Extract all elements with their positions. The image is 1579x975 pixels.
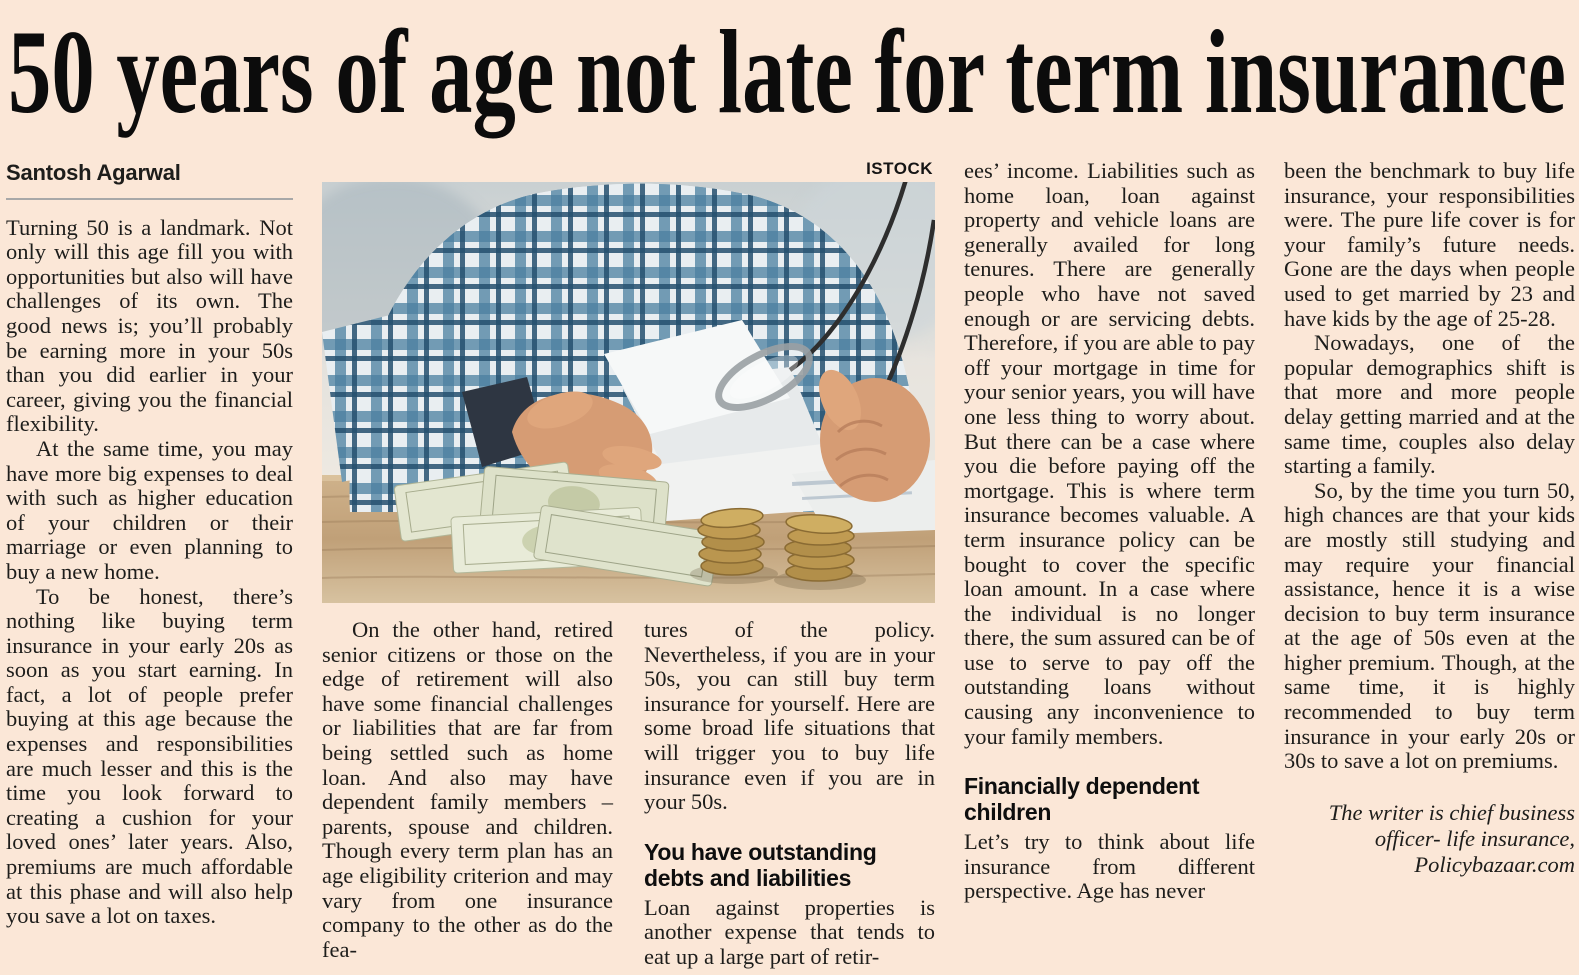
paragraph: So, by the time you turn 50, high chance… (1284, 477, 1575, 774)
text-column-5: been the benchmark to buy life insurance… (1284, 158, 1575, 970)
paragraph: On the other hand, retired senior citize… (322, 617, 613, 962)
mid-columns: On the other hand, retired senior citize… (322, 617, 935, 970)
right-hand (819, 369, 930, 502)
writer-credit: The writer is chief business officer- li… (1328, 799, 1575, 877)
paragraph: Loan against properties is another expen… (644, 894, 935, 969)
paragraph: At the same time, you may have more big … (6, 435, 293, 584)
photo-credit: ISTOCK (866, 159, 933, 178)
photo-and-columns: ISTOCK (322, 159, 935, 970)
text-column-1: Santosh Agarwal Turning 50 is a landmark… (6, 159, 293, 970)
paragraph: tures of the policy. Nevertheless, if yo… (644, 617, 935, 815)
paragraph: Turning 50 is a landmark. Not only will … (6, 214, 293, 437)
byline-rule (6, 197, 293, 200)
text-column-4: ees’ income. Liabilities such as home lo… (964, 158, 1255, 970)
article-body: Santosh Agarwal Turning 50 is a landmark… (0, 145, 1579, 970)
article-photo (322, 182, 935, 603)
paragraph: To be honest, there’s nothing like buyin… (6, 583, 293, 929)
headline-block: 50 years of age not late for term insura… (0, 0, 1579, 145)
paragraph: Nowadays, one of the popular demographic… (1284, 330, 1575, 479)
paragraph: ees’ income. Liabilities such as home lo… (964, 158, 1255, 749)
headline-svg: 50 years of age not late for term insura… (8, 5, 1566, 139)
byline: Santosh Agarwal (6, 160, 181, 185)
paragraph: been the benchmark to buy life insurance… (1284, 158, 1575, 331)
subhead-financially-dependent: Financially dependent children (964, 773, 1200, 826)
coin-stacks (690, 507, 866, 590)
subhead-outstanding-debts: You have outstanding debts and liabiliti… (644, 838, 877, 891)
text-column-3: tures of the policy. Nevertheless, if yo… (644, 617, 935, 970)
paragraph: Let’s try to think about life insurance … (964, 829, 1255, 904)
dollar-bills (393, 461, 720, 587)
page-title: 50 years of age not late for term insura… (8, 12, 1566, 139)
text-column-2: On the other hand, retired senior citize… (322, 617, 613, 970)
